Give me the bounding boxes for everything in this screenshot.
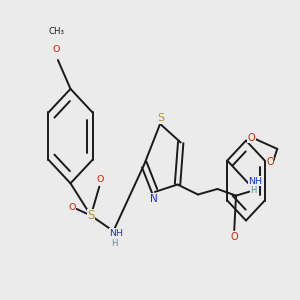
Text: NH: NH <box>110 229 123 238</box>
Text: NH: NH <box>248 177 262 186</box>
Text: O: O <box>69 203 76 212</box>
Text: H: H <box>111 239 118 248</box>
Text: S: S <box>157 113 164 123</box>
Text: H: H <box>250 186 256 195</box>
Text: N: N <box>151 194 158 204</box>
Text: O: O <box>248 133 255 143</box>
Text: O: O <box>53 46 60 55</box>
Text: O: O <box>231 232 238 242</box>
Text: S: S <box>87 209 94 222</box>
Text: O: O <box>96 176 103 184</box>
Text: O: O <box>266 157 274 167</box>
Text: CH₃: CH₃ <box>48 27 64 36</box>
